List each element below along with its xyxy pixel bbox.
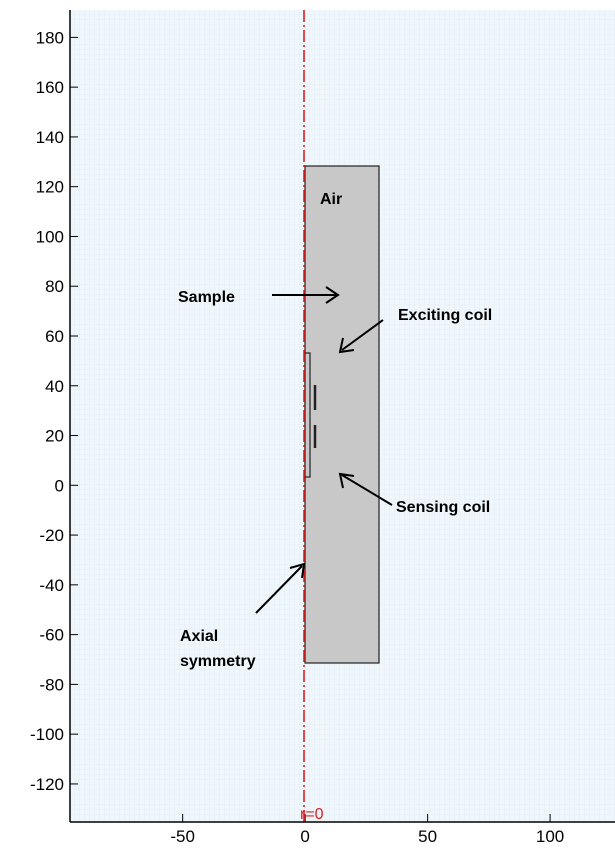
sample-domain (304, 352, 311, 478)
y-tick-label: -120 (30, 775, 64, 794)
y-tick-label: 120 (36, 178, 64, 197)
y-tick-label: 40 (45, 377, 64, 396)
label-exciting: Exciting coil (398, 307, 492, 324)
label-symmetry: symmetry (180, 653, 256, 670)
label-axial: Axial (180, 628, 218, 645)
y-tick-label: 100 (36, 227, 64, 246)
y-tick-label: -60 (39, 626, 64, 645)
y-tick-label: 180 (36, 28, 64, 47)
y-tick-label: 160 (36, 78, 64, 97)
arrow-exciting (338, 319, 384, 354)
x-tick-label: 100 (536, 827, 564, 846)
y-tick-label: 0 (55, 476, 64, 495)
arrow-sensing (338, 472, 393, 506)
x-tick-label: 50 (418, 827, 437, 846)
arrows (255, 286, 393, 614)
label-air: Air (320, 191, 342, 208)
label-sample: Sample (178, 289, 235, 306)
arrow-sample (272, 286, 340, 304)
y-tick-label: -40 (39, 576, 64, 595)
y-tick-label: 20 (45, 427, 64, 446)
label-sensing: Sensing coil (396, 499, 490, 516)
y-tick-label: -100 (30, 725, 64, 744)
y-tick-label: -20 (39, 526, 64, 545)
arrow-axial (255, 562, 306, 614)
x-tick-label: -50 (170, 827, 195, 846)
y-tick-label: -80 (39, 675, 64, 694)
y-tick-label: 60 (45, 327, 64, 346)
y-tick-label: 80 (45, 277, 64, 296)
axis-name: r=0 (300, 806, 324, 823)
x-tick-label: 0 (300, 827, 309, 846)
air-domain (304, 165, 380, 664)
y-tick-label: 140 (36, 128, 64, 147)
